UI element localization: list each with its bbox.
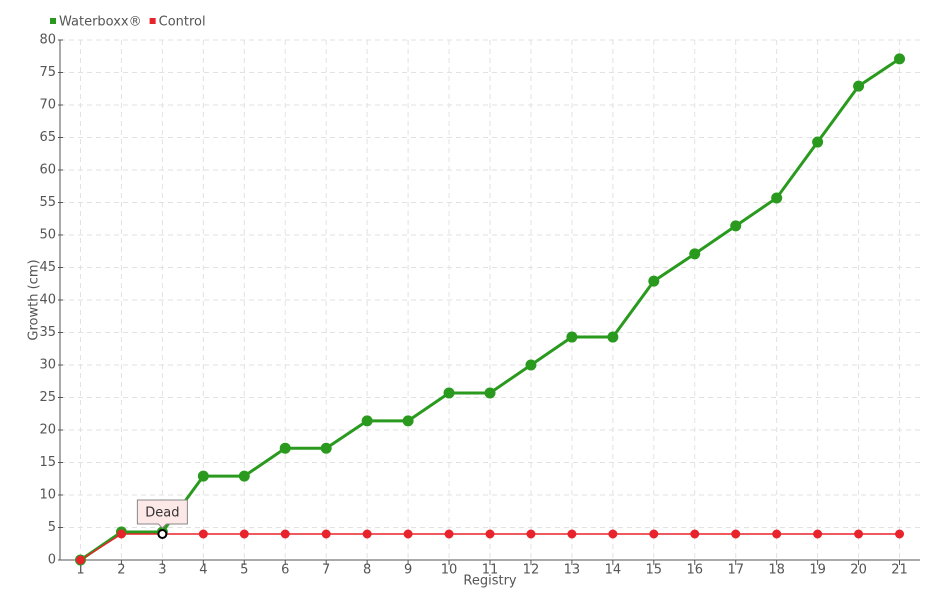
- data-point: [443, 387, 455, 399]
- y-tick-label: 65: [39, 130, 56, 145]
- x-tick-label: 20: [850, 563, 867, 578]
- data-point: [280, 529, 290, 539]
- x-tick-label: 10: [441, 563, 458, 578]
- data-point: [607, 331, 619, 343]
- data-point: [197, 470, 209, 482]
- data-point: [279, 442, 291, 454]
- data-point: [526, 529, 536, 539]
- x-tick-label: 4: [199, 563, 207, 578]
- y-tick-label: 45: [39, 260, 56, 275]
- y-tick-label: 20: [39, 423, 56, 438]
- data-point: [198, 529, 208, 539]
- annotation-text: Dead: [145, 506, 179, 521]
- data-point: [238, 470, 250, 482]
- legend-label: Control: [159, 15, 206, 30]
- data-point: [690, 529, 700, 539]
- y-tick-label: 60: [39, 163, 56, 178]
- data-point: [157, 529, 168, 539]
- data-point: [731, 529, 741, 539]
- y-tick-label: 70: [39, 98, 56, 113]
- data-point: [239, 529, 249, 539]
- data-point: [362, 529, 372, 539]
- data-point: [894, 53, 906, 65]
- x-tick-label: 9: [404, 563, 412, 578]
- y-tick-label: 80: [39, 33, 56, 48]
- x-tick-label: 3: [158, 563, 166, 578]
- data-point: [853, 80, 865, 92]
- data-point: [361, 415, 373, 427]
- y-tick-label: 5: [48, 520, 56, 535]
- x-tick-label: 8: [363, 563, 371, 578]
- data-point: [403, 529, 413, 539]
- x-tick-label: 2: [117, 563, 125, 578]
- x-tick-label: 5: [240, 563, 248, 578]
- data-point: [772, 529, 782, 539]
- data-point: [116, 529, 126, 539]
- data-point: [525, 359, 537, 371]
- y-tick-label: 0: [48, 553, 56, 568]
- data-point: [649, 529, 659, 539]
- data-point: [444, 529, 454, 539]
- y-tick-label: 55: [39, 195, 56, 210]
- legend-label: Waterboxx®: [59, 15, 142, 30]
- x-tick-label: 6: [281, 563, 289, 578]
- x-tick-label: 17: [727, 563, 744, 578]
- data-point: [485, 529, 495, 539]
- x-tick-label: 13: [564, 563, 581, 578]
- y-tick-label: 40: [39, 293, 56, 308]
- x-tick-label: 18: [768, 563, 785, 578]
- data-point: [689, 248, 701, 260]
- y-axis-label: Growth (cm): [27, 259, 42, 340]
- x-tick-label: 1: [76, 563, 84, 578]
- x-tick-label: 21: [891, 563, 908, 578]
- y-tick-label: 15: [39, 455, 56, 470]
- x-tick-label: 15: [646, 563, 663, 578]
- x-tick-label: 11: [482, 563, 499, 578]
- x-tick-label: 7: [322, 563, 330, 578]
- x-tick-label: 12: [523, 563, 540, 578]
- data-point: [895, 529, 905, 539]
- data-point: [484, 387, 496, 399]
- data-point: [608, 529, 618, 539]
- data-point: [812, 136, 824, 148]
- y-tick-label: 75: [39, 65, 56, 80]
- data-point: [771, 192, 783, 204]
- data-point: [567, 529, 577, 539]
- data-point: [320, 442, 332, 454]
- x-tick-label: 16: [686, 563, 703, 578]
- data-point: [813, 529, 823, 539]
- x-tick-label: 14: [605, 563, 622, 578]
- y-tick-label: 10: [39, 488, 56, 503]
- y-tick-label: 30: [39, 358, 56, 373]
- y-tick-label: 25: [39, 390, 56, 405]
- data-point: [321, 529, 331, 539]
- legend-swatch: [149, 18, 156, 24]
- legend-swatch: [50, 18, 56, 24]
- x-axis-label: Registry: [463, 574, 517, 589]
- data-point: [566, 331, 578, 343]
- data-point: [75, 555, 85, 565]
- x-tick-label: 19: [809, 563, 826, 578]
- y-tick-label: 35: [39, 325, 56, 340]
- data-point: [402, 415, 414, 427]
- y-tick-label: 50: [39, 228, 56, 243]
- data-point: [854, 529, 864, 539]
- data-point: [648, 275, 660, 287]
- annotation-box: [136, 499, 188, 529]
- data-point: [730, 220, 742, 232]
